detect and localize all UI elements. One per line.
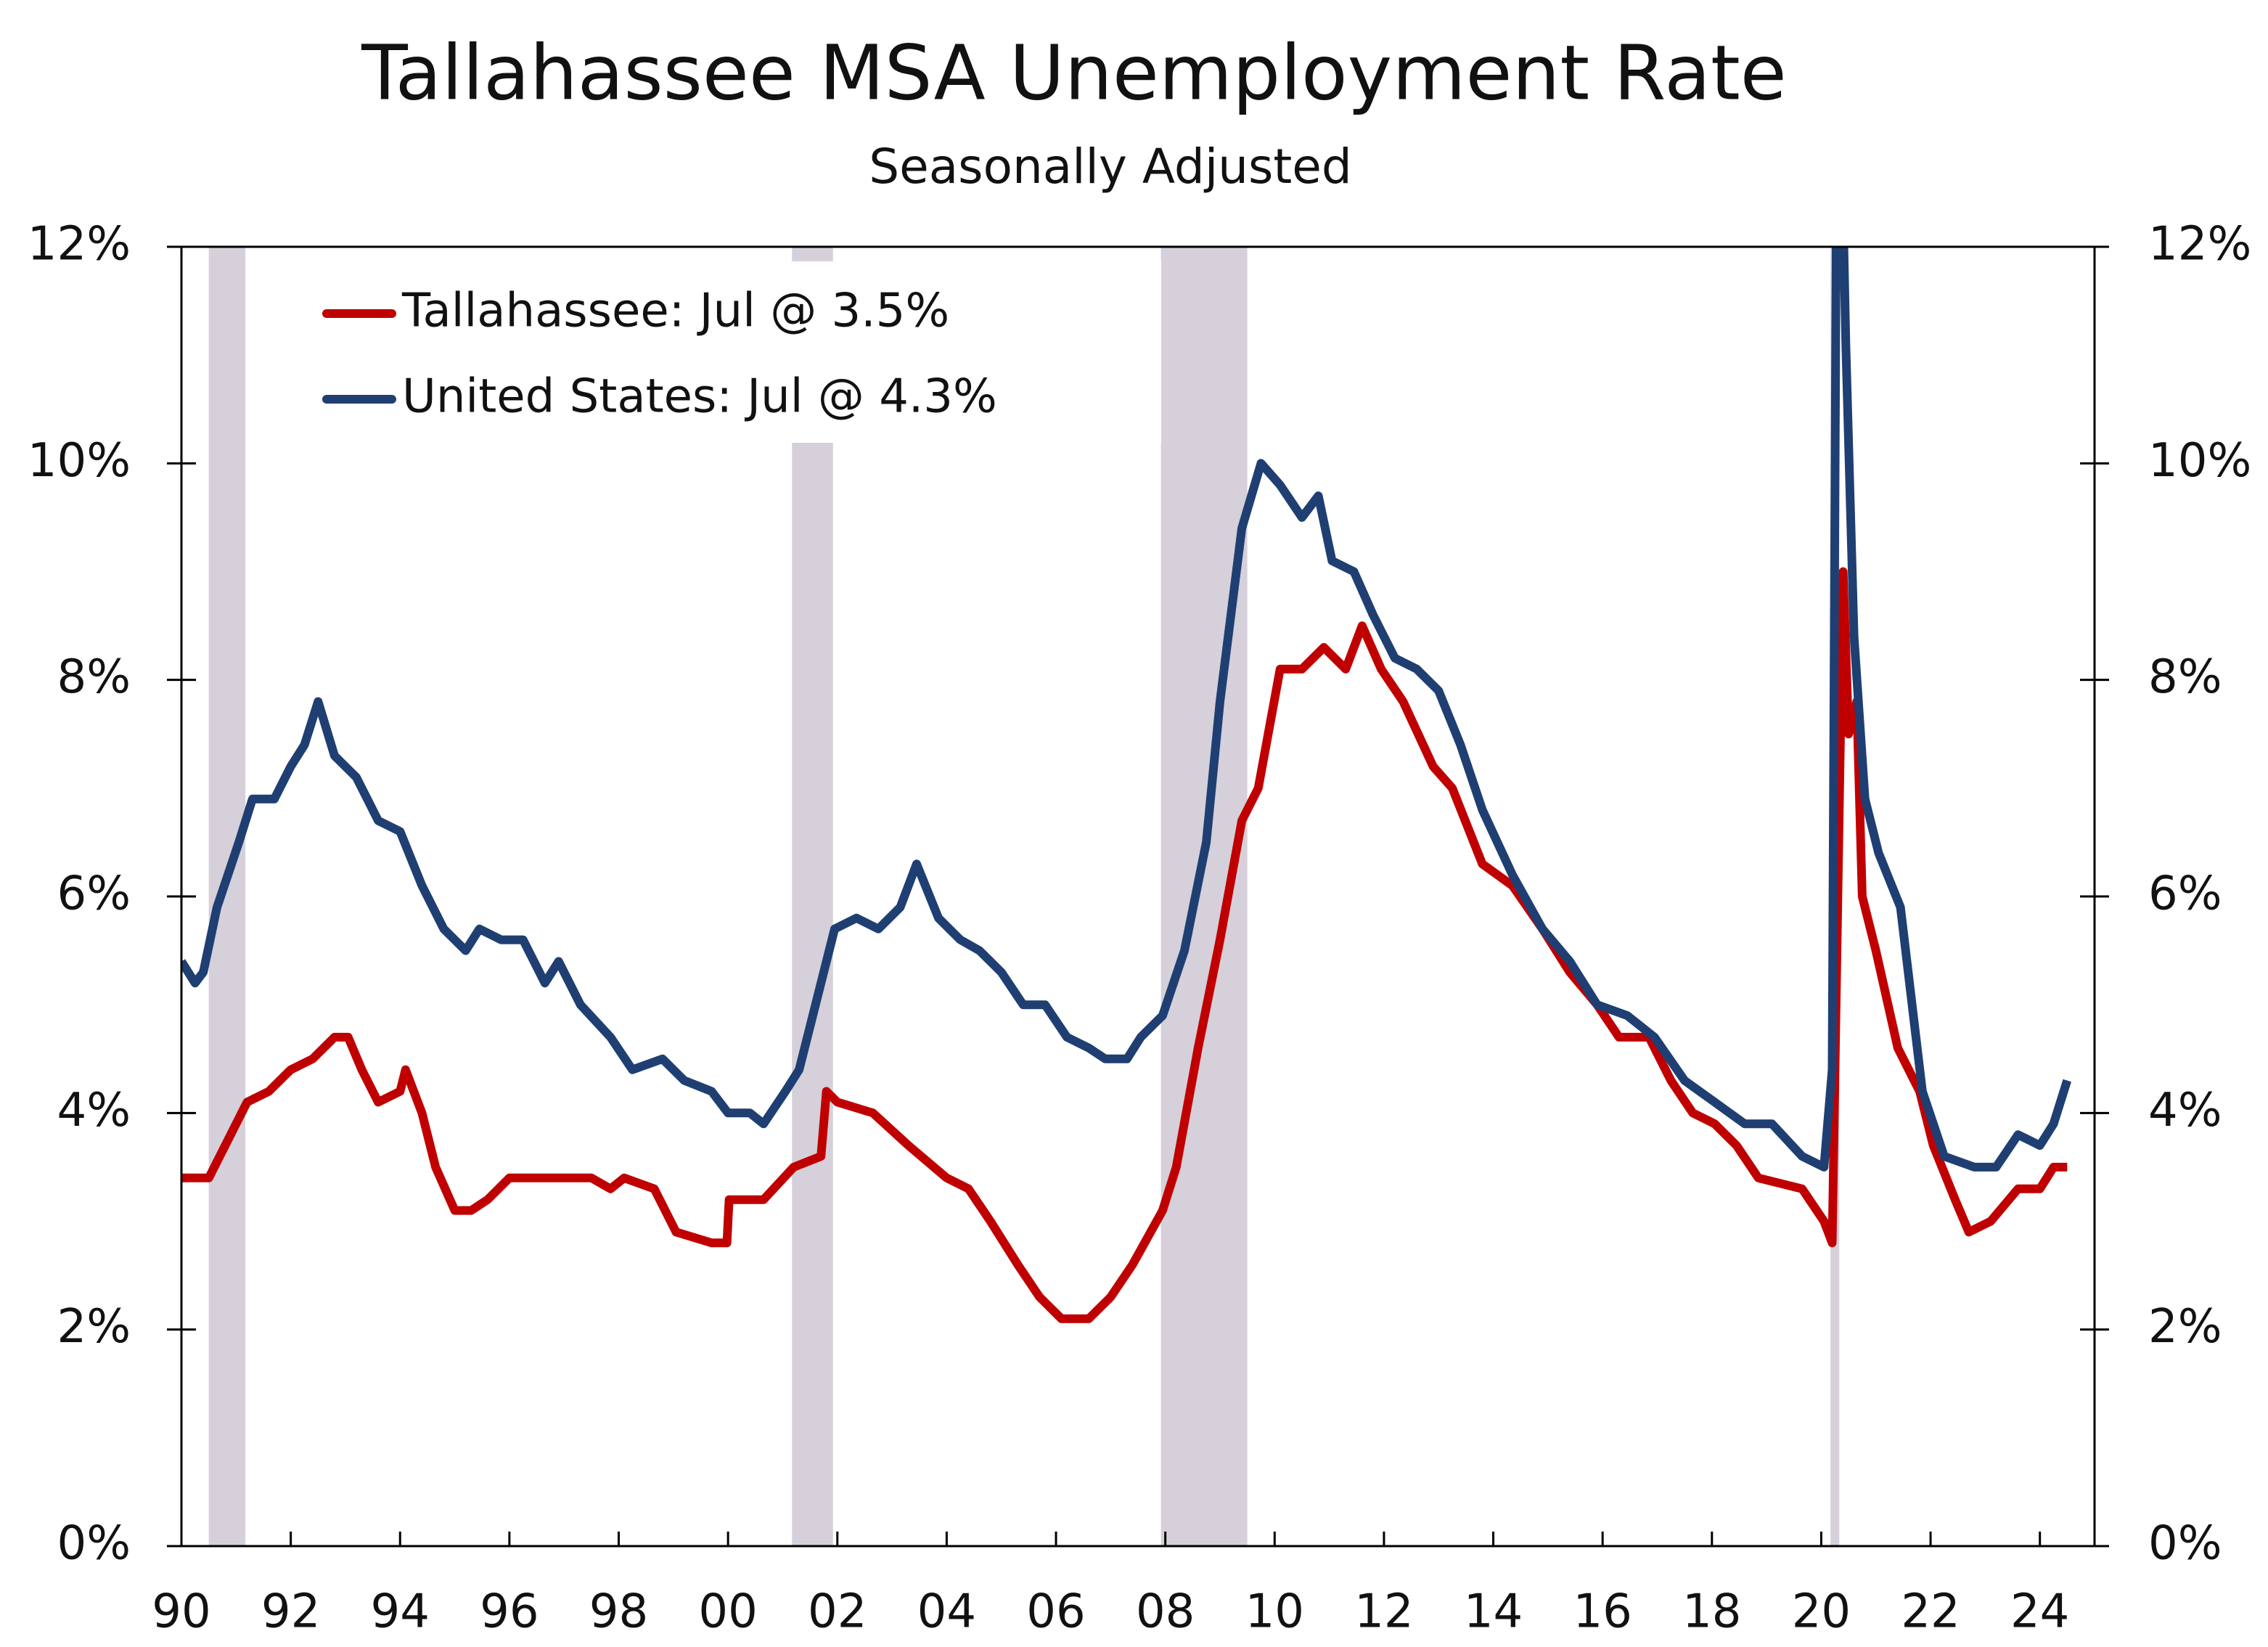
x-tick-label: 10 — [1245, 1585, 1304, 1639]
series-line — [181, 247, 2072, 1172]
x-tick-label: 96 — [480, 1585, 539, 1639]
recession-band — [1160, 247, 1248, 1546]
x-tick-label: 20 — [1792, 1585, 1851, 1639]
legend-background — [276, 261, 1161, 443]
y-tick-label: 0% — [57, 1517, 131, 1571]
x-tick-label: 12 — [1354, 1585, 1413, 1639]
y2-tick-label: 8% — [2148, 650, 2222, 704]
recession-band — [208, 247, 246, 1546]
x-tick-label: 08 — [1136, 1585, 1195, 1639]
x-tick-label: 04 — [917, 1585, 976, 1639]
lines — [181, 247, 2072, 1323]
x-tick-label: 16 — [1573, 1585, 1632, 1639]
y-tick-label: 2% — [57, 1300, 131, 1354]
x-tick-label: 22 — [1901, 1585, 1960, 1639]
legend: Tallahassee: Jul @ 3.5% United States: Ju… — [322, 285, 997, 424]
x-tick-label: 18 — [1682, 1585, 1741, 1639]
x-tick-label: 92 — [261, 1585, 320, 1639]
y2-tick-label: 12% — [2148, 218, 2251, 271]
x-tick-label: 24 — [2010, 1585, 2069, 1639]
x-tick-label: 06 — [1026, 1585, 1085, 1639]
y2-tick-label: 4% — [2148, 1084, 2222, 1137]
x-tick-label: 94 — [371, 1585, 430, 1639]
recession-band — [792, 247, 833, 1546]
y-tick-label: 12% — [28, 218, 131, 271]
y-tick-label: 6% — [57, 867, 131, 921]
chart-title: Tallahassee MSA Unemployment Rate — [361, 28, 1786, 117]
legend-label: Tallahassee: Jul @ 3.5% — [401, 285, 949, 338]
y-tick-label: 4% — [57, 1084, 131, 1137]
legend-label: United States: Jul @ 4.3% — [402, 370, 997, 424]
x-tick-label: 14 — [1464, 1585, 1523, 1639]
y2-tick-label: 6% — [2148, 867, 2222, 921]
axes: 0% 2% 4% 6% 8% 10% 12% 0% 2% 4% 6% 8% 10% 12% 90 92 94 96… — [28, 218, 2252, 1639]
y2-tick-label: 2% — [2148, 1300, 2222, 1354]
x-tick-label: 90 — [152, 1585, 210, 1639]
x-tick-label: 98 — [589, 1585, 648, 1639]
y2-tick-label: 0% — [2148, 1517, 2222, 1571]
y-tick-label: 8% — [57, 650, 131, 704]
y-tick-label: 10% — [28, 434, 131, 488]
y2-tick-label: 10% — [2148, 434, 2251, 488]
chart-subtitle: Seasonally Adjusted — [869, 139, 1352, 195]
x-tick-label: 00 — [698, 1585, 757, 1639]
x-tick-label: 02 — [808, 1585, 867, 1639]
